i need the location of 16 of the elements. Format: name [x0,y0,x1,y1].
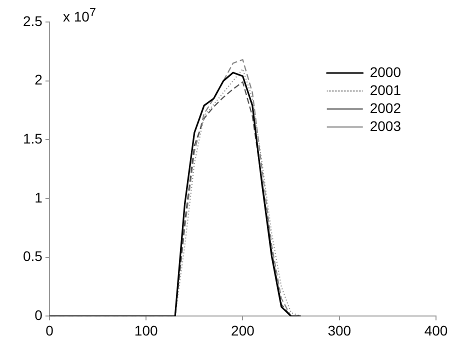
legend-label: 2003 [370,118,402,134]
legend-label: 2000 [370,64,402,80]
y-tick-label: 1.5 [22,130,43,147]
y-tick-label: 1 [34,189,43,206]
legend-label: 2002 [370,100,402,116]
x-tick-label: 300 [328,322,352,338]
x-tick-label: 0 [46,322,54,338]
x-tick-label: 100 [134,322,158,338]
y-tick-label: 0.5 [22,248,43,264]
y-tick-label: 2 [34,72,43,88]
annotation: x 10$^{7}$ [63,6,96,25]
legend-label: 2001 [370,82,402,98]
x-tick-label: 400 [424,322,448,338]
x-tick-label: 200 [231,322,255,338]
y-tick-label: 0 [34,307,43,324]
y-tick-label: 2.5 [22,12,43,29]
